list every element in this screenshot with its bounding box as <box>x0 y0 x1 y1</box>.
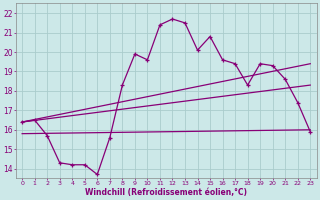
X-axis label: Windchill (Refroidissement éolien,°C): Windchill (Refroidissement éolien,°C) <box>85 188 247 197</box>
